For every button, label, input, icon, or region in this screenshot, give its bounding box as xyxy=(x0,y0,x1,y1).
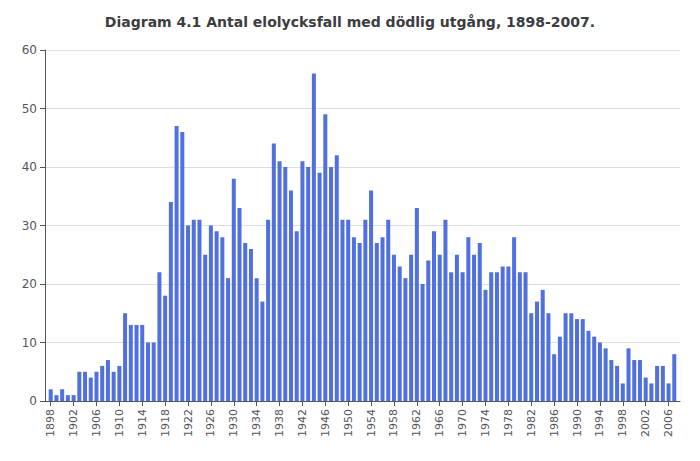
svg-text:1998: 1998 xyxy=(616,409,629,437)
svg-text:1922: 1922 xyxy=(182,409,195,437)
svg-text:1990: 1990 xyxy=(571,409,584,437)
svg-text:2006: 2006 xyxy=(662,409,675,437)
svg-text:1962: 1962 xyxy=(410,409,423,437)
svg-text:1954: 1954 xyxy=(365,409,378,437)
svg-text:1902: 1902 xyxy=(67,409,80,437)
svg-text:50: 50 xyxy=(22,102,37,116)
svg-text:1930: 1930 xyxy=(227,409,240,437)
svg-text:10: 10 xyxy=(22,336,37,350)
svg-text:1898: 1898 xyxy=(44,409,57,437)
svg-text:1926: 1926 xyxy=(204,409,217,437)
svg-text:1966: 1966 xyxy=(433,409,446,437)
svg-text:1982: 1982 xyxy=(525,409,538,437)
svg-text:0: 0 xyxy=(29,394,37,408)
svg-text:1918: 1918 xyxy=(159,409,172,437)
svg-text:1974: 1974 xyxy=(479,409,492,437)
svg-text:60: 60 xyxy=(22,43,37,57)
svg-text:1910: 1910 xyxy=(113,409,126,437)
svg-text:1934: 1934 xyxy=(250,409,263,437)
svg-text:30: 30 xyxy=(22,219,37,233)
svg-text:20: 20 xyxy=(22,277,37,291)
svg-text:1938: 1938 xyxy=(273,409,286,437)
svg-text:1986: 1986 xyxy=(548,409,561,437)
svg-text:1942: 1942 xyxy=(296,409,309,437)
svg-text:1958: 1958 xyxy=(387,409,400,437)
svg-text:1978: 1978 xyxy=(502,409,515,437)
svg-text:40: 40 xyxy=(22,160,37,174)
svg-text:1950: 1950 xyxy=(342,409,355,437)
svg-text:1970: 1970 xyxy=(456,409,469,437)
svg-text:1946: 1946 xyxy=(319,409,332,437)
svg-text:1914: 1914 xyxy=(136,409,149,437)
svg-text:Diagram 4.1 Antal elolycksfall: Diagram 4.1 Antal elolycksfall med dödli… xyxy=(105,14,595,30)
svg-text:1994: 1994 xyxy=(593,409,606,437)
svg-text:1906: 1906 xyxy=(90,409,103,437)
svg-text:2002: 2002 xyxy=(639,409,652,437)
